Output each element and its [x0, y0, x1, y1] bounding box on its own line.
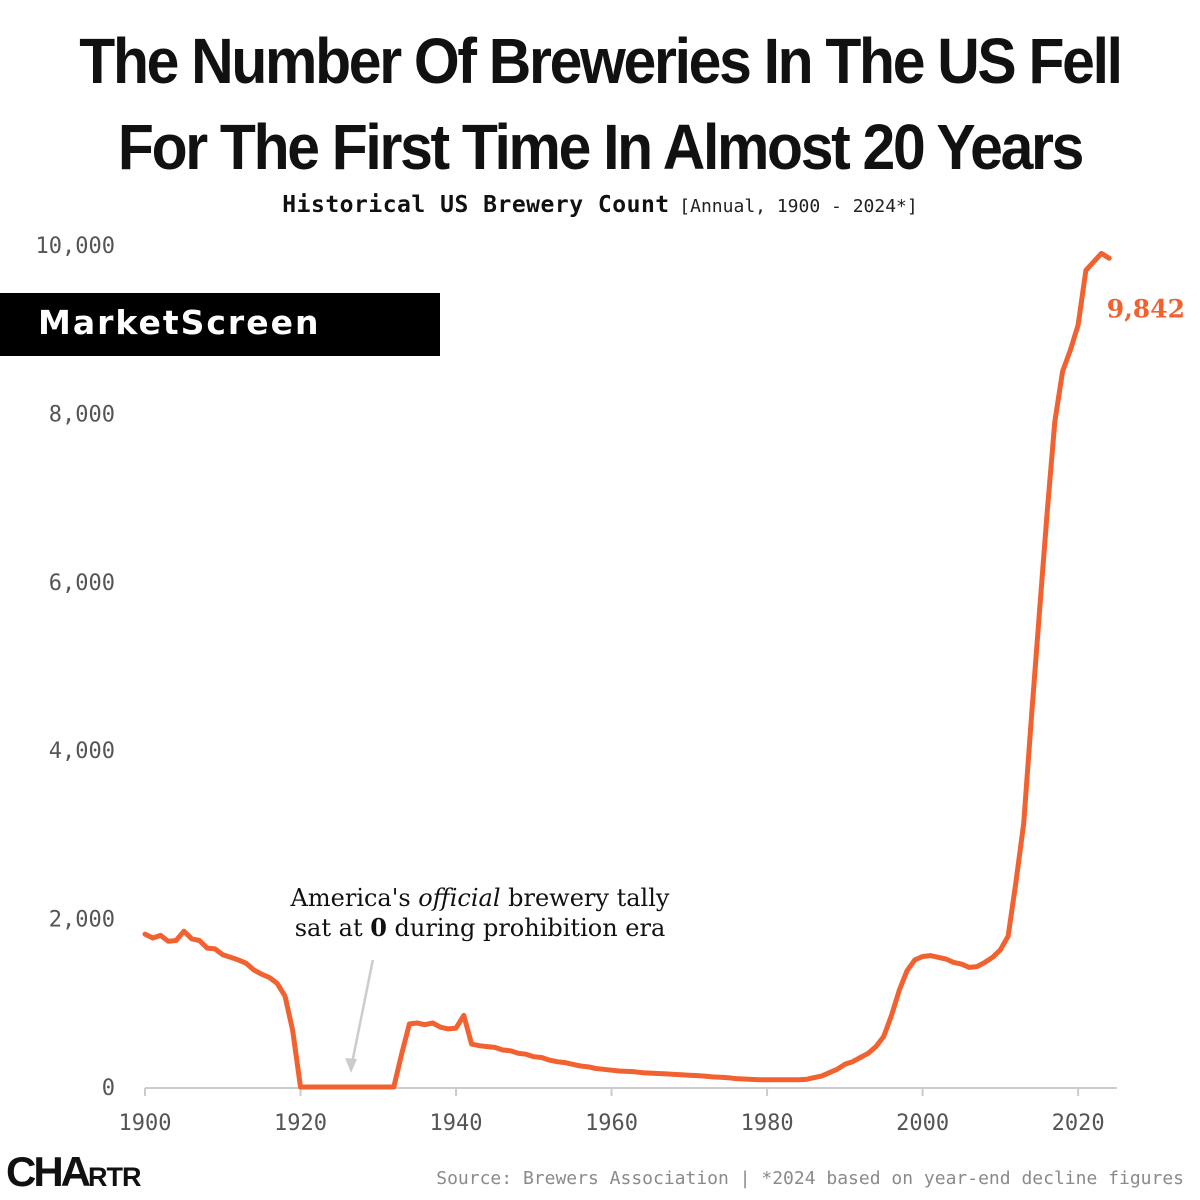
y-tick-label: 6,000: [49, 571, 115, 596]
annotation-arrow-head: [345, 1058, 358, 1073]
end-value-label: 9,842: [1107, 294, 1185, 323]
title-line-1: The Number Of Breweries In The US Fell: [79, 25, 1123, 97]
y-tick-label: 2,000: [49, 908, 115, 933]
x-tick-label: 1940: [430, 1111, 483, 1136]
x-tick-label: 1980: [741, 1111, 794, 1136]
y-tick-label: 8,000: [49, 402, 115, 427]
chartr-logo: CHARTR: [6, 1148, 141, 1195]
chart-subtitle: Historical US Brewery Count [Annual, 190…: [0, 192, 1200, 218]
subtitle-main: Historical US Brewery Count: [282, 192, 670, 218]
prohibition-annotation: America's official brewery tally sat at …: [230, 884, 730, 943]
marketscreen-watermark: MarketScreen: [0, 293, 440, 356]
subtitle-meta: [Annual, 1900 - 2024*]: [679, 196, 918, 217]
annotation-arrow-shaft: [350, 959, 375, 1064]
y-tick-label: 4,000: [49, 739, 115, 764]
annotation-line-2: sat at 0 during prohibition era: [294, 913, 666, 942]
title-line-2: For The First Time In Almost 20 Years: [117, 111, 1084, 183]
brewery-count-line: [142, 250, 1112, 1090]
x-tick-label: 1960: [585, 1111, 638, 1136]
x-tick-label: 2020: [1052, 1111, 1105, 1136]
source-note: Source: Brewers Association | *2024 base…: [436, 1168, 1184, 1189]
watermark-text: MarketScreen: [38, 303, 321, 342]
chart-title: The Number Of Breweries In The US Fell F…: [48, 18, 1152, 190]
x-tick-label: 1920: [274, 1111, 327, 1136]
annotation-line-1: America's official brewery tally: [290, 884, 670, 912]
y-tick-label: 10,000: [36, 234, 115, 259]
x-tick-label: 1900: [119, 1111, 172, 1136]
x-tick-label: 2000: [896, 1111, 949, 1136]
y-tick-label: 0: [102, 1076, 115, 1101]
